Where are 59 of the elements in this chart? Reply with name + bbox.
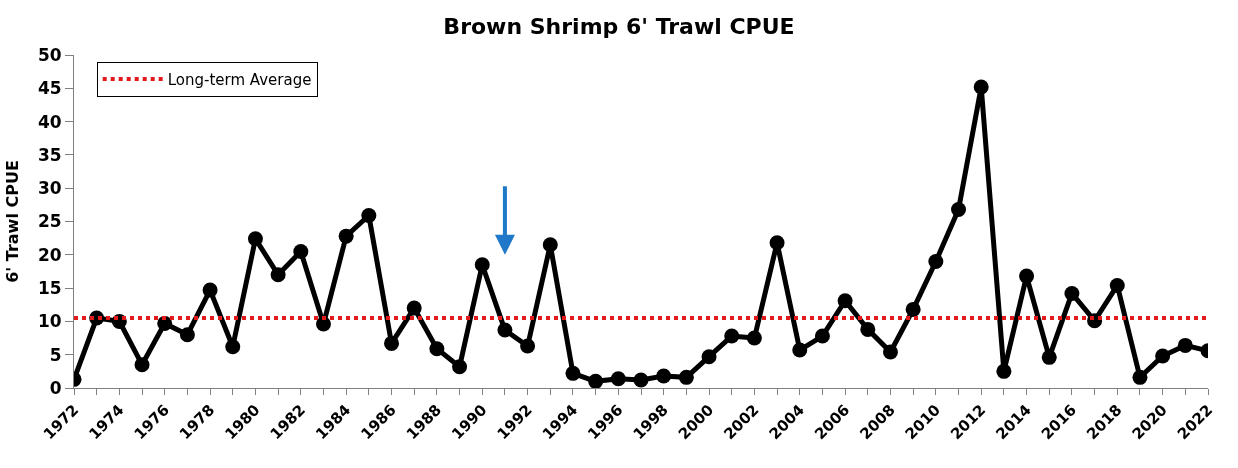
point [996, 363, 1012, 379]
point [1019, 268, 1035, 284]
point [1132, 369, 1148, 385]
point [656, 368, 672, 384]
point [951, 202, 967, 217]
y-tick-label: 10 [37, 311, 62, 332]
point [497, 322, 513, 338]
y-tick-label: 0 [49, 377, 62, 398]
legend-label: Long-term Average [167, 70, 312, 89]
point [293, 243, 309, 259]
chart-title: Brown Shrimp 6' Trawl CPUE [443, 14, 795, 40]
point [837, 293, 853, 309]
point [973, 79, 989, 95]
y-tick-label: 30 [37, 178, 62, 199]
point [202, 282, 218, 298]
y-tick-label: 35 [37, 144, 62, 165]
y-tick-label: 45 [37, 78, 62, 99]
point [905, 301, 921, 317]
point [610, 371, 626, 387]
point [633, 372, 649, 388]
point [452, 359, 468, 375]
point [701, 349, 717, 365]
point [270, 267, 286, 283]
point [769, 235, 785, 251]
y-tick-label: 20 [37, 244, 62, 265]
point [247, 231, 263, 247]
y-tick-label: 40 [37, 111, 62, 132]
point [1177, 337, 1193, 353]
point [361, 208, 377, 223]
point [179, 327, 195, 343]
point [724, 328, 740, 344]
point [1109, 277, 1125, 293]
y-tick-label: 5 [49, 344, 62, 365]
point [746, 330, 762, 346]
y-tick-label: 25 [37, 211, 62, 232]
point [406, 300, 422, 316]
point [474, 257, 490, 273]
y-tick-label: 50 [37, 44, 62, 65]
point [928, 253, 944, 269]
point [1064, 285, 1080, 301]
point [225, 339, 241, 355]
y-axis-title: 6' Trawl CPUE [2, 160, 22, 283]
point [1155, 348, 1171, 364]
point [429, 341, 445, 357]
point [134, 357, 150, 373]
point [542, 237, 558, 253]
point [384, 335, 400, 351]
point [565, 365, 581, 381]
point [882, 344, 898, 360]
y-tick-label: 15 [37, 278, 62, 299]
point [814, 328, 830, 344]
point [588, 373, 604, 388]
point [315, 316, 331, 332]
point [792, 342, 808, 358]
point [1041, 349, 1057, 365]
point [338, 228, 354, 244]
point [860, 321, 876, 337]
point [678, 369, 694, 385]
point [520, 338, 536, 354]
